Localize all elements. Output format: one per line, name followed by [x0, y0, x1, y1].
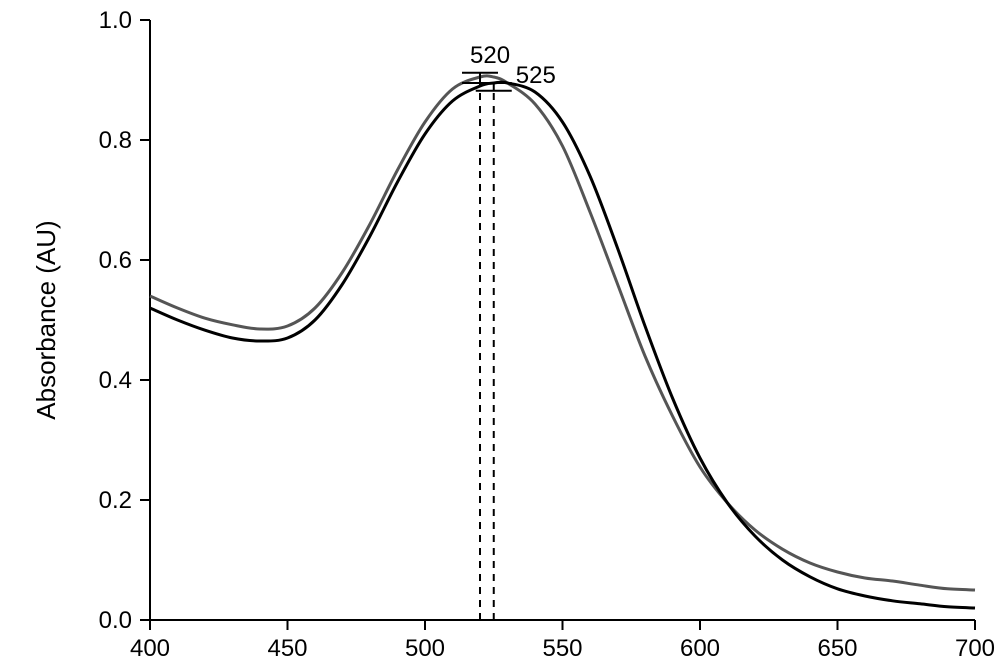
x-tick-label: 600	[680, 635, 720, 662]
x-tick-label: 450	[267, 635, 307, 662]
y-tick-label: 1.0	[99, 7, 132, 34]
y-axis-label: Absorbance (AU)	[31, 220, 61, 419]
chart-svg: 4004505005506006507000.00.20.40.60.81.0 …	[0, 0, 1000, 665]
series-curve_525	[150, 82, 975, 608]
series-curve_520	[150, 76, 975, 590]
x-tick-label: 700	[955, 635, 995, 662]
y-tick-label: 0.8	[99, 127, 132, 154]
peak-label: 525	[516, 62, 556, 89]
x-tick-label: 550	[542, 635, 582, 662]
absorbance-chart: 4004505005506006507000.00.20.40.60.81.0 …	[0, 0, 1000, 665]
axes: 400 450 500 550 600 650 700 0.0 0.2 0.4 0.6 0.8 1.0	[99, 7, 995, 662]
x-tick-label: 400	[130, 635, 170, 662]
peak-label: 520	[470, 42, 510, 69]
y-tick-label: 0.6	[99, 247, 132, 274]
annotations: 520525	[462, 42, 556, 620]
y-tick-label: 0.4	[99, 367, 132, 394]
curves	[150, 76, 975, 608]
y-tick-label: 0.2	[99, 487, 132, 514]
x-tick-label: 500	[405, 635, 445, 662]
y-tick-label: 0.0	[99, 607, 132, 634]
x-tick-label: 650	[817, 635, 857, 662]
